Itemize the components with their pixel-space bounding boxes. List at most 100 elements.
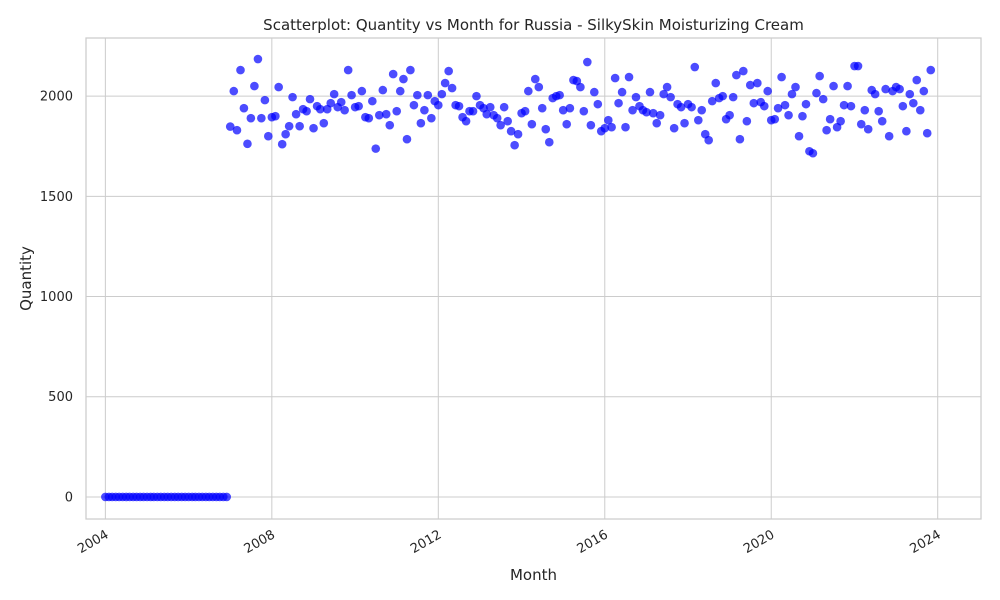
data-point [791,82,800,92]
data-point [510,140,519,150]
data-point [565,103,575,113]
data-point [742,116,752,126]
data-point [707,96,717,106]
x-tick-labels: 2004 2008 2012 2016 2020 2024 [75,527,943,557]
plot-area [85,37,982,520]
data-point [856,119,866,129]
data-point [427,113,436,123]
data-point [687,102,696,112]
data-point [846,101,856,111]
y-tick-label: 1000 [40,290,73,305]
data-point [454,101,464,111]
data-point [319,118,329,128]
data-point [239,103,249,113]
data-point [870,89,880,99]
data-point [711,78,721,88]
data-point [302,106,311,116]
data-point [895,84,904,94]
data-point [562,119,572,129]
data-point [745,80,755,90]
data-point [589,87,599,97]
data-point [281,129,290,139]
data-point [555,90,564,100]
data-point [902,126,911,136]
data-point [444,66,453,76]
data-point [236,65,245,75]
data-point [839,100,849,110]
data-point [659,89,668,99]
data-point [753,78,762,88]
y-tick-label: 2000 [40,90,73,105]
data-point [728,92,738,102]
data-point [881,84,890,94]
data-point [392,106,402,116]
x-tick-label: 2024 [908,527,944,557]
data-point [860,105,870,115]
data-point [395,86,405,96]
data-point [288,92,297,102]
points-layer [101,54,936,502]
data-point [877,116,887,126]
data-point [662,82,672,92]
data-point [229,86,239,96]
data-point [905,89,915,99]
y-axis-label: Quantity [17,246,35,311]
data-point [329,89,339,99]
data-point [787,89,797,99]
data-point [680,118,689,128]
data-point [434,100,443,110]
data-point [423,90,433,100]
data-point [749,98,759,108]
data-point [739,66,748,76]
data-point [586,120,596,130]
data-point [624,72,634,82]
data-point [725,110,734,120]
data-point [225,122,235,131]
data-point [496,120,505,130]
data-point [544,137,554,147]
data-point [808,148,818,158]
data-point [357,86,367,96]
data-point [534,82,544,92]
data-point [381,109,391,119]
y-tick-labels: 0 500 1000 1500 2000 [40,90,73,506]
data-point [815,71,824,81]
data-point [704,135,713,145]
data-point [437,89,447,99]
data-point [621,122,630,132]
data-point [537,103,547,113]
data-point [812,88,821,98]
data-point [579,106,589,116]
data-point [628,105,637,115]
data-point [874,106,883,116]
x-tick-label: 2012 [408,527,444,557]
data-point [295,121,304,131]
data-point [492,113,502,123]
data-point [666,92,675,102]
data-point [274,82,283,92]
data-point [652,118,662,128]
data-point [912,75,922,85]
data-point [260,95,270,105]
data-point [371,144,381,153]
data-point [257,113,266,123]
data-point [513,129,523,139]
data-point [364,113,374,123]
data-point [468,106,478,116]
grid-layer [86,38,981,519]
data-point [863,124,873,134]
data-point [773,103,783,113]
x-tick-label: 2016 [575,527,611,557]
data-point [420,105,429,115]
data-point [922,128,932,138]
data-point [610,73,620,83]
data-point [631,92,641,102]
data-point [784,110,793,120]
data-point [825,114,835,124]
data-point [253,54,263,64]
data-point [378,85,388,95]
data-point [541,124,551,134]
data-point [735,134,745,144]
data-point [583,57,592,67]
